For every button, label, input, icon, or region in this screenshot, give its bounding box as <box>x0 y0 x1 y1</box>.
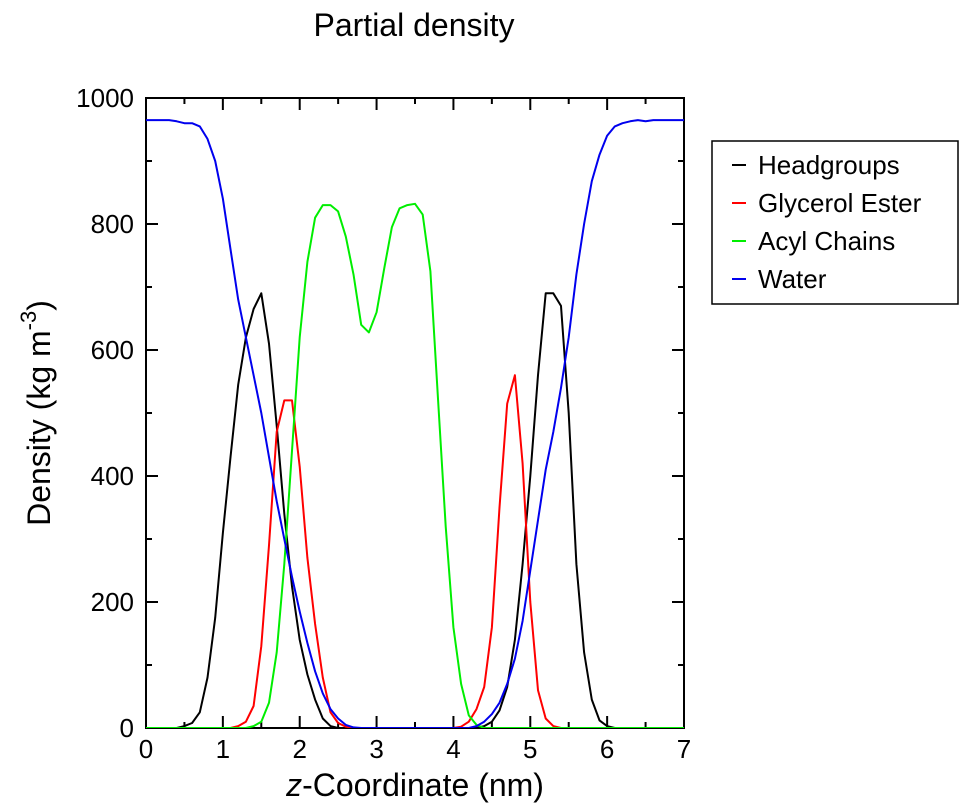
series-line-headgroups <box>146 292 684 728</box>
y-tick-label: 0 <box>120 713 134 743</box>
y-tick-label: 600 <box>91 335 134 365</box>
y-tick-label: 200 <box>91 587 134 617</box>
x-tick-label: 2 <box>292 734 306 764</box>
plot-frame <box>145 97 685 729</box>
axis-ticks <box>145 97 685 729</box>
legend-label-glycerol-ester: Glycerol Ester <box>758 188 922 218</box>
legend-label-water: Water <box>758 264 827 294</box>
y-tick-label: 1000 <box>76 83 134 113</box>
x-tick-label: 3 <box>369 734 383 764</box>
chart-title: Partial density <box>314 7 515 43</box>
legend-label-headgroups: Headgroups <box>758 150 900 180</box>
x-axis-label: z-Coordinate (nm) <box>285 767 544 803</box>
x-tick-label: 6 <box>600 734 614 764</box>
legend-entries: Headgroups Glycerol Ester Acyl Chains Water <box>732 150 922 294</box>
legend-label-acyl-chains: Acyl Chains <box>758 226 895 256</box>
x-tick-label: 1 <box>216 734 230 764</box>
y-tick-label: 400 <box>91 461 134 491</box>
tick-labels: 0 1 2 3 4 5 6 7 0 200 400 600 800 1000 <box>76 83 691 764</box>
x-tick-label: 5 <box>523 734 537 764</box>
series-line-water <box>146 119 684 728</box>
legend-box <box>711 140 959 305</box>
x-tick-label: 4 <box>446 734 460 764</box>
series-line-glycerol-ester <box>146 374 684 728</box>
x-tick-label: 0 <box>139 734 153 764</box>
x-tick-label: 7 <box>677 734 691 764</box>
series-lines <box>146 119 684 728</box>
legend: Headgroups Glycerol Ester Acyl Chains Water <box>711 140 959 305</box>
series-line-acyl-chains <box>146 202 684 728</box>
y-axis-label: Density (kg m-3) <box>16 300 57 526</box>
y-tick-label: 800 <box>91 209 134 239</box>
